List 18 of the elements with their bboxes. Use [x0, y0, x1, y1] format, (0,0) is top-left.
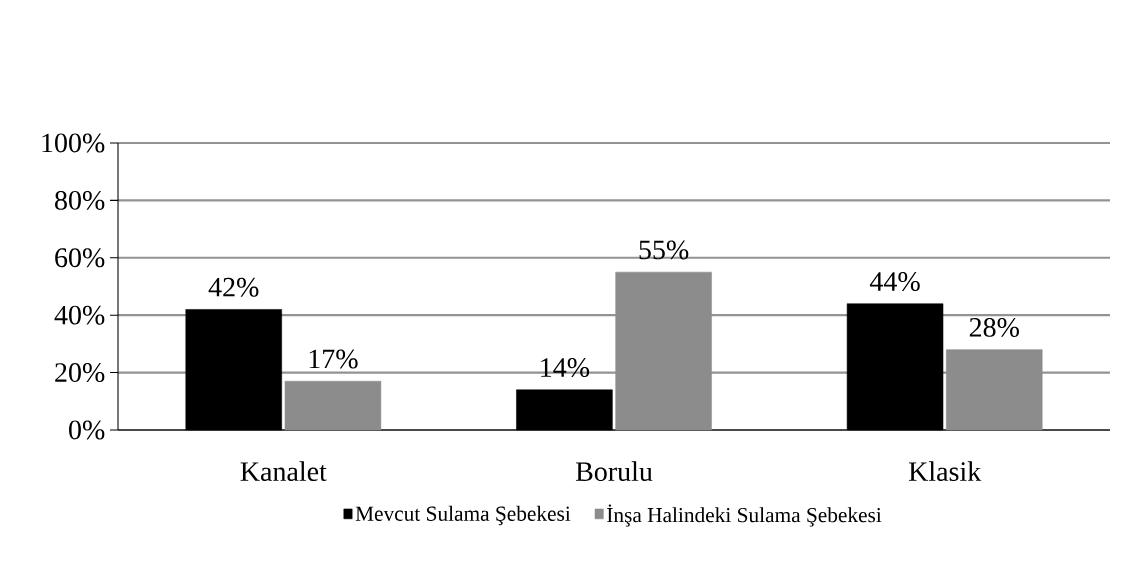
y-tick-label: 40% [54, 305, 105, 325]
x-tick-label: Kanalet [240, 461, 327, 482]
x-tick-label: Borulu [575, 461, 653, 482]
x-tick-label: Klasik [908, 461, 982, 482]
data-label: 14% [541, 358, 590, 378]
data-label: 17% [309, 349, 358, 369]
y-tick-label: 0% [69, 420, 105, 440]
legend-label: İnşa Halindeki Sulama Şebekesi [607, 504, 882, 527]
y-tick-label: 100% [42, 133, 105, 153]
data-label: 44% [869, 272, 920, 292]
y-tick-label: 60% [55, 248, 105, 268]
data-label: 28% [969, 317, 1019, 337]
y-tick-label: 80% [55, 190, 105, 210]
data-label: 42% [208, 277, 259, 297]
bar [284, 380, 382, 431]
y-tick-label: 20% [55, 363, 105, 383]
data-label: 55% [639, 240, 689, 260]
legend-label: Mevcut Sulama Şebekesi [355, 505, 571, 526]
